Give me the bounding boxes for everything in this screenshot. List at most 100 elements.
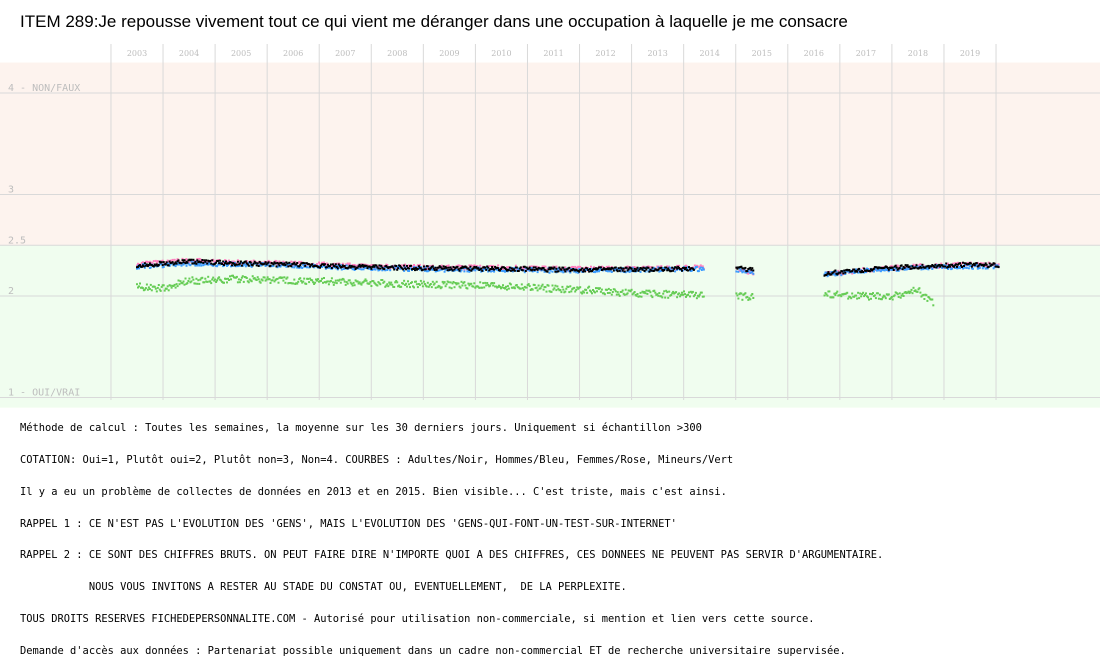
- data-point: [447, 264, 450, 267]
- data-point: [232, 274, 234, 277]
- data-point: [392, 266, 395, 269]
- data-point: [369, 281, 372, 283]
- data-point: [637, 269, 640, 272]
- data-point: [561, 285, 564, 288]
- data-point: [843, 269, 846, 272]
- data-point: [646, 292, 649, 295]
- data-point: [244, 260, 247, 263]
- data-point: [680, 268, 683, 271]
- data-point: [277, 262, 280, 265]
- data-point: [521, 287, 524, 290]
- data-point: [283, 276, 286, 279]
- data-point: [161, 264, 164, 267]
- data-point: [499, 285, 501, 288]
- data-point: [536, 268, 539, 271]
- data-point: [558, 266, 561, 269]
- data-point: [219, 263, 222, 266]
- data-point: [662, 292, 665, 295]
- data-point: [210, 262, 213, 265]
- data-point: [360, 283, 363, 286]
- data-point: [341, 264, 344, 267]
- data-point: [955, 263, 957, 266]
- data-point: [660, 295, 663, 298]
- data-point: [279, 265, 282, 268]
- data-point: [981, 267, 984, 270]
- data-point: [677, 265, 680, 268]
- data-point: [611, 291, 614, 293]
- data-point: [194, 264, 197, 267]
- data-point: [351, 264, 354, 266]
- data-point: [198, 264, 201, 267]
- data-point: [182, 261, 185, 264]
- data-point: [622, 267, 625, 270]
- data-point: [615, 293, 618, 296]
- data-point: [199, 262, 202, 265]
- data-point: [333, 265, 336, 268]
- data-point: [581, 267, 584, 270]
- data-point: [747, 272, 750, 275]
- data-point: [504, 287, 506, 290]
- data-point: [152, 265, 155, 268]
- data-point: [451, 282, 454, 285]
- data-point: [290, 265, 293, 268]
- data-point: [220, 279, 223, 282]
- data-point: [176, 285, 179, 288]
- data-point: [623, 293, 626, 296]
- data-point: [573, 286, 576, 289]
- data-point: [910, 267, 913, 270]
- data-point: [927, 264, 930, 267]
- data-point: [331, 263, 334, 266]
- data-point: [578, 270, 581, 273]
- data-point: [474, 269, 477, 272]
- data-point: [391, 265, 394, 268]
- data-point: [293, 266, 296, 269]
- data-point: [601, 268, 604, 271]
- data-point: [170, 286, 173, 289]
- data-point: [833, 292, 836, 295]
- data-point: [836, 290, 839, 293]
- data-point: [175, 283, 178, 286]
- data-point: [155, 290, 158, 293]
- data-point: [504, 267, 506, 270]
- data-point: [547, 268, 550, 271]
- data-point: [609, 289, 612, 291]
- data-point: [285, 265, 288, 268]
- data-point: [542, 267, 545, 269]
- data-point: [889, 297, 892, 300]
- data-point: [314, 281, 317, 284]
- data-point: [471, 265, 474, 268]
- data-point: [272, 264, 275, 267]
- data-point: [953, 265, 956, 268]
- data-point: [203, 281, 206, 284]
- data-point: [899, 296, 902, 299]
- chart-zone: [0, 62, 1100, 246]
- data-point: [443, 267, 446, 270]
- data-point: [952, 262, 955, 265]
- data-point: [590, 265, 592, 268]
- data-point: [975, 263, 978, 266]
- data-point: [149, 283, 152, 286]
- data-point: [833, 273, 836, 275]
- data-point: [239, 260, 242, 263]
- data-point: [685, 295, 687, 298]
- data-point: [853, 268, 856, 271]
- data-point: [840, 295, 843, 298]
- data-point: [427, 285, 430, 288]
- data-point: [345, 264, 348, 267]
- data-point: [171, 261, 174, 264]
- data-point: [504, 270, 506, 273]
- data-point: [919, 291, 922, 294]
- data-point: [653, 289, 656, 292]
- data-point: [185, 258, 188, 261]
- data-point: [688, 291, 690, 294]
- data-point: [901, 268, 904, 271]
- data-point: [896, 264, 899, 267]
- data-point: [204, 277, 207, 280]
- data-point: [168, 260, 171, 263]
- data-point: [559, 289, 562, 292]
- data-point: [483, 286, 486, 289]
- data-point: [429, 267, 432, 270]
- data-point: [923, 298, 926, 300]
- data-point: [542, 288, 545, 291]
- data-point: [920, 268, 923, 271]
